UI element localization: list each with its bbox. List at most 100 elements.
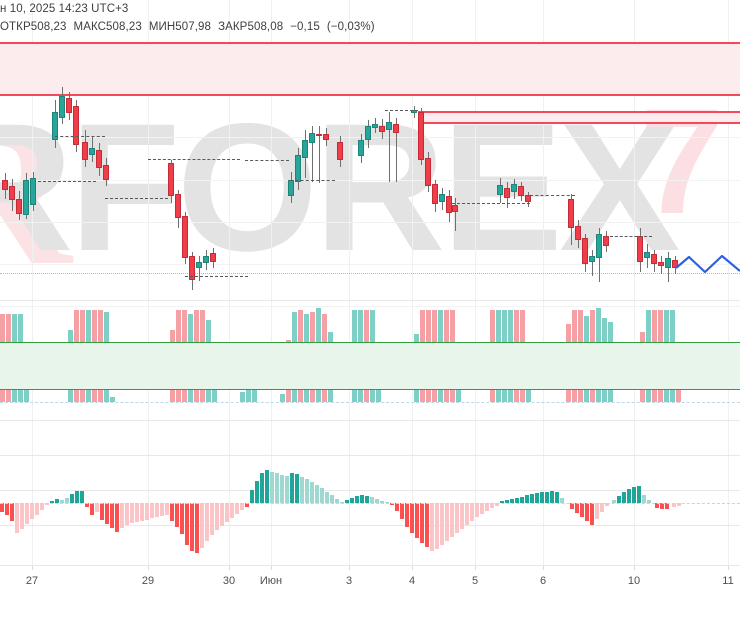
- macd-bar[interactable]: [10, 503, 14, 521]
- pivot-level-line[interactable]: [452, 203, 530, 204]
- macd-bar[interactable]: [320, 488, 324, 503]
- macd-bar[interactable]: [390, 503, 394, 505]
- candle-body[interactable]: [425, 158, 431, 186]
- candle-body[interactable]: [575, 226, 581, 240]
- macd-bar[interactable]: [175, 503, 179, 527]
- macd-bar[interactable]: [300, 477, 304, 503]
- candle-body[interactable]: [651, 254, 657, 264]
- candle-body[interactable]: [168, 163, 174, 196]
- candle-body[interactable]: [309, 133, 315, 143]
- macd-bar[interactable]: [0, 503, 4, 512]
- macd-bar[interactable]: [580, 503, 584, 517]
- macd-bar[interactable]: [540, 492, 544, 503]
- macd-bar[interactable]: [310, 482, 314, 503]
- candle-body[interactable]: [66, 98, 72, 113]
- candle-body[interactable]: [73, 106, 79, 145]
- macd-bar[interactable]: [195, 503, 199, 553]
- macd-bar[interactable]: [210, 503, 214, 535]
- candle-body[interactable]: [446, 196, 452, 213]
- macd-bar[interactable]: [150, 503, 154, 518]
- macd-bar[interactable]: [550, 491, 554, 503]
- pivot-level-line[interactable]: [148, 159, 240, 160]
- macd-bar[interactable]: [240, 503, 244, 510]
- macd-bar[interactable]: [80, 491, 84, 503]
- macd-bar[interactable]: [632, 487, 636, 503]
- pivot-level-line[interactable]: [38, 181, 96, 182]
- macd-bar[interactable]: [65, 498, 69, 503]
- macd-bar[interactable]: [590, 503, 594, 525]
- candle-body[interactable]: [432, 184, 438, 204]
- macd-bar[interactable]: [525, 495, 529, 503]
- macd-bar[interactable]: [450, 503, 454, 537]
- macd-bar[interactable]: [45, 503, 49, 505]
- candle-body[interactable]: [379, 126, 385, 132]
- macd-bar[interactable]: [647, 500, 651, 503]
- macd-bar[interactable]: [340, 501, 344, 503]
- macd-bar[interactable]: [25, 503, 29, 524]
- candle-body[interactable]: [665, 258, 671, 268]
- macd-bar[interactable]: [405, 503, 409, 527]
- macd-bar[interactable]: [125, 503, 129, 525]
- macd-bar[interactable]: [20, 503, 24, 529]
- macd-bar[interactable]: [280, 475, 284, 503]
- candle-body[interactable]: [89, 148, 95, 155]
- macd-bar[interactable]: [570, 503, 574, 509]
- macd-bar[interactable]: [110, 503, 114, 528]
- macd-bar[interactable]: [70, 494, 74, 503]
- macd-bar[interactable]: [165, 503, 169, 515]
- macd-bar[interactable]: [355, 496, 359, 503]
- macd-bar[interactable]: [420, 503, 424, 543]
- macd-bar[interactable]: [55, 499, 59, 503]
- macd-bar[interactable]: [617, 496, 621, 503]
- macd-bar[interactable]: [460, 503, 464, 529]
- macd-bar[interactable]: [627, 489, 631, 503]
- macd-bar[interactable]: [495, 503, 499, 506]
- candle-body[interactable]: [439, 194, 445, 202]
- macd-bar[interactable]: [400, 503, 404, 519]
- macd-bar[interactable]: [160, 503, 164, 516]
- volume-bar[interactable]: [252, 378, 257, 402]
- macd-bar[interactable]: [155, 503, 159, 517]
- macd-bar[interactable]: [612, 500, 616, 503]
- macd-bar[interactable]: [130, 503, 134, 523]
- candle-body[interactable]: [644, 252, 650, 258]
- macd-bar[interactable]: [285, 476, 289, 503]
- macd-bar[interactable]: [490, 503, 494, 508]
- macd-bar[interactable]: [345, 500, 349, 503]
- macd-bar[interactable]: [655, 503, 659, 508]
- macd-bar[interactable]: [315, 485, 319, 503]
- macd-bar[interactable]: [485, 503, 489, 511]
- macd-bar[interactable]: [15, 503, 19, 533]
- candle-body[interactable]: [295, 155, 301, 182]
- macd-bar[interactable]: [290, 473, 294, 503]
- candle-body[interactable]: [52, 112, 58, 140]
- candle-body[interactable]: [30, 178, 36, 205]
- candle-body[interactable]: [59, 96, 65, 118]
- macd-bar[interactable]: [265, 470, 269, 503]
- macd-bar[interactable]: [622, 492, 626, 503]
- macd-bar[interactable]: [560, 498, 564, 503]
- macd-bar[interactable]: [225, 503, 229, 522]
- macd-bar[interactable]: [75, 491, 79, 503]
- macd-bar[interactable]: [220, 503, 224, 526]
- volume-bar[interactable]: [240, 392, 245, 402]
- candle-body[interactable]: [210, 253, 216, 262]
- macd-bar[interactable]: [170, 503, 174, 521]
- candle-body[interactable]: [372, 124, 378, 128]
- macd-bar[interactable]: [135, 503, 139, 522]
- candle-body[interactable]: [316, 134, 322, 136]
- macd-bar[interactable]: [330, 495, 334, 503]
- candle-body[interactable]: [358, 140, 364, 156]
- candle-body[interactable]: [189, 256, 195, 280]
- candle-body[interactable]: [393, 124, 399, 133]
- macd-bar[interactable]: [360, 495, 364, 503]
- candle-body[interactable]: [596, 234, 602, 258]
- macd-bar[interactable]: [180, 503, 184, 534]
- forecast-projection-line[interactable]: [675, 254, 740, 274]
- candle-body[interactable]: [16, 199, 22, 214]
- macd-bar[interactable]: [535, 493, 539, 503]
- macd-bar[interactable]: [305, 479, 309, 503]
- candle-body[interactable]: [518, 186, 524, 196]
- candle-body[interactable]: [386, 122, 392, 130]
- macd-bar[interactable]: [190, 503, 194, 551]
